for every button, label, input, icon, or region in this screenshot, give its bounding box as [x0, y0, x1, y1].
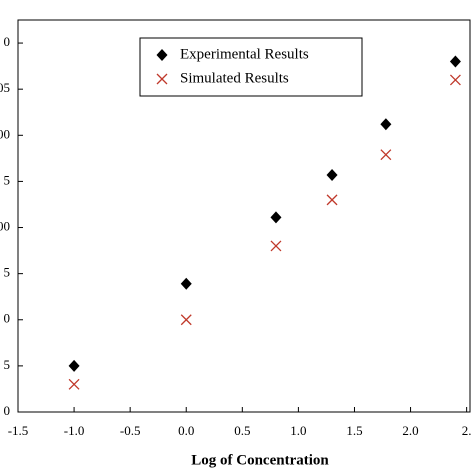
y-tick-label: 00 — [0, 219, 10, 234]
y-tick-label: 5 — [4, 265, 11, 280]
point — [326, 168, 338, 181]
legend-box — [139, 37, 363, 97]
point — [180, 314, 192, 326]
point — [270, 240, 282, 252]
x-tick-label: 2. — [462, 423, 472, 438]
x-tick-label: -1.5 — [8, 423, 29, 438]
legend-marker — [156, 73, 168, 85]
y-tick-label: 00 — [0, 126, 10, 141]
x-tick-label: 1.5 — [346, 423, 362, 438]
point — [449, 55, 461, 68]
point — [180, 277, 192, 290]
y-tick-label: 5 — [4, 172, 11, 187]
x-tick-label: 1.0 — [290, 423, 306, 438]
x-axis-label: Log of Concentration — [191, 452, 329, 468]
x-tick-label: -0.5 — [120, 423, 141, 438]
point — [380, 149, 392, 161]
point — [68, 378, 80, 390]
point — [270, 211, 282, 224]
x-tick-label: -1.0 — [64, 423, 85, 438]
legend-label: Simulated Results — [180, 70, 289, 86]
x-tick-label: 0.0 — [178, 423, 194, 438]
y-tick-label: 0 — [4, 403, 11, 418]
point — [449, 74, 461, 86]
point — [68, 359, 80, 372]
y-tick-label: 0 — [4, 34, 11, 49]
x-tick-label: 2.0 — [402, 423, 418, 438]
y-tick-label: 05 — [0, 80, 10, 95]
legend-label: Experimental Results — [180, 46, 309, 62]
point — [380, 118, 392, 131]
legend-marker — [156, 49, 168, 61]
point — [326, 194, 338, 206]
y-tick-label: 0 — [4, 311, 11, 326]
plot-frame — [17, 19, 471, 413]
x-tick-label: 0.5 — [234, 423, 250, 438]
y-tick-label: 5 — [4, 357, 11, 372]
